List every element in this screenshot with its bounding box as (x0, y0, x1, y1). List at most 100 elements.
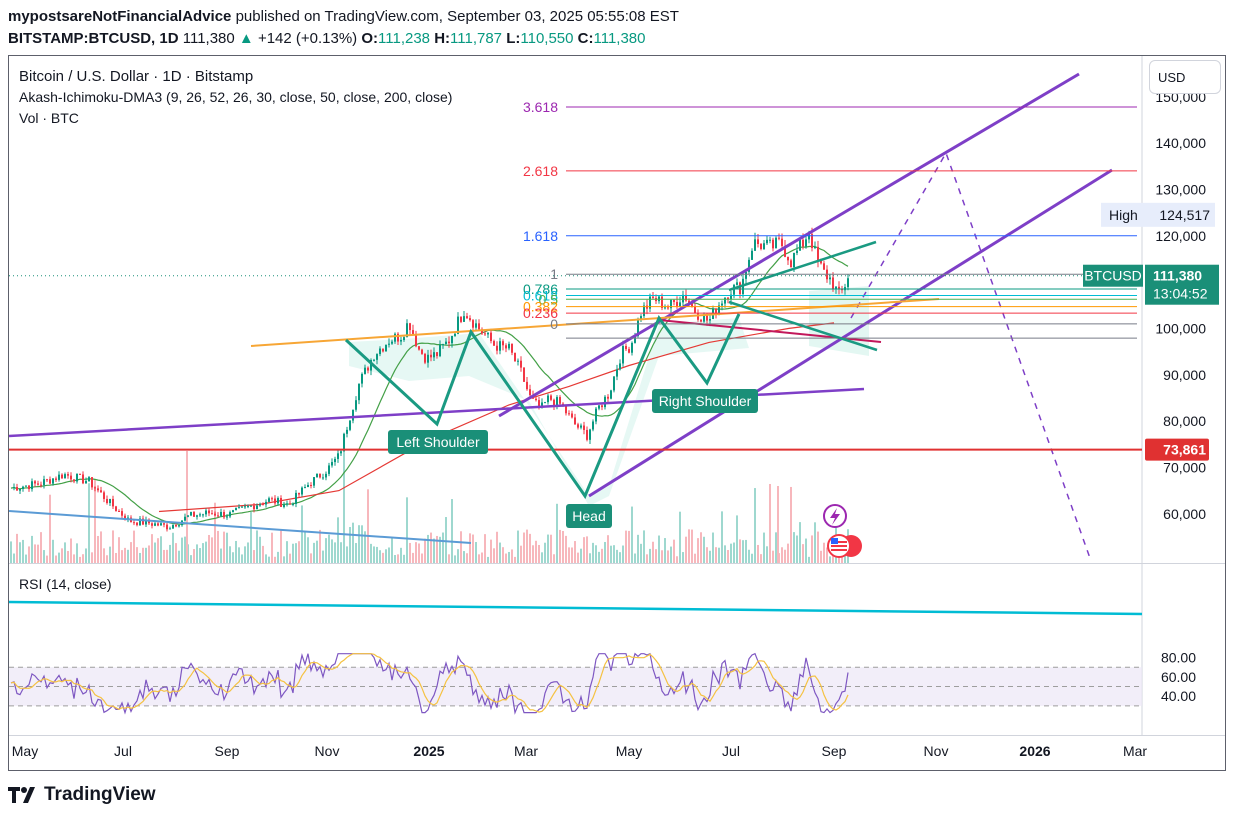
indicator-legend[interactable]: Akash-Ichimoku-DMA3 (9, 26, 52, 26, 30, … (19, 89, 453, 105)
volume-bar (757, 544, 759, 563)
volume-bar (196, 544, 198, 563)
volume-bar (535, 540, 537, 563)
volume-bar (727, 550, 729, 563)
candle-body (244, 506, 246, 508)
volume-bar (253, 550, 255, 563)
volume-bar (211, 537, 213, 563)
volume-bar (460, 531, 462, 563)
volume-bar (322, 550, 324, 563)
volume-bar (349, 527, 351, 563)
price-tick-label: 70,000 (1163, 459, 1206, 475)
volume-bar (400, 547, 402, 563)
candle-body (508, 343, 510, 349)
candle-body (133, 522, 135, 524)
candle-body (307, 485, 309, 488)
candle-body (817, 246, 819, 262)
candle-body (481, 329, 483, 334)
right-shoulder-label-text: Right Shoulder (659, 393, 752, 409)
chart-frame[interactable]: 60,000 70,000 80,000 90,000 100,000 120,000 13… (8, 55, 1226, 771)
candle-body (259, 504, 261, 506)
candle-body (361, 373, 363, 384)
candle-body (226, 516, 228, 518)
rsi-trend-line (9, 600, 1143, 616)
candle-body (682, 294, 684, 303)
candle-body (544, 402, 546, 404)
candle-body (805, 239, 807, 247)
volume-bar (136, 547, 138, 563)
candle-body (541, 402, 543, 408)
candle-body (160, 523, 162, 526)
candle-body (175, 525, 177, 527)
currency-button[interactable]: USD (1149, 60, 1221, 94)
volume-bar (568, 547, 570, 563)
candle-body (622, 346, 624, 364)
brand-name[interactable]: TradingView (44, 784, 156, 805)
price-tick-label: 80,000 (1163, 413, 1206, 429)
candle-body (523, 367, 525, 382)
rsi-line (10, 652, 849, 715)
chart-canvas[interactable]: 60,00070,00080,00090,000100,000120,00013… (9, 56, 1225, 770)
fib-level-label: 0.618 (523, 288, 558, 304)
candle-body (724, 297, 726, 304)
candle-body (487, 332, 489, 335)
candle-body (121, 511, 123, 516)
volume-bar (439, 536, 441, 563)
candle-body (763, 243, 765, 250)
volume-bar (70, 538, 72, 563)
candle-body (199, 514, 201, 516)
volume-bar (562, 530, 564, 563)
candle-body (295, 492, 297, 504)
candle-body (289, 503, 291, 505)
candle-body (85, 481, 87, 484)
volume-bar (331, 539, 333, 563)
candle-body (820, 261, 822, 264)
fib-level-label: 0.382 (523, 299, 558, 315)
volume-bar (262, 545, 264, 563)
volume-bar (532, 545, 534, 563)
candle-body (217, 515, 219, 517)
candle-body (706, 314, 708, 321)
volume-bar (751, 553, 753, 563)
volume-bar (25, 554, 27, 563)
volume-bar (295, 543, 297, 563)
volume-bar (457, 549, 459, 563)
volume-bar (169, 544, 171, 563)
candle-body (262, 504, 264, 506)
volume-bar (670, 546, 672, 563)
volume-bar (781, 547, 783, 563)
candle-body (529, 389, 531, 396)
support-badge (1145, 438, 1209, 461)
candle-body (673, 299, 675, 302)
volume-bar (739, 539, 741, 563)
published-text: published on TradingView.com, September … (235, 8, 679, 25)
candle-body (277, 498, 279, 504)
volume-bar (793, 532, 795, 563)
high-label: H: (434, 30, 451, 47)
volume-bar (511, 549, 513, 563)
candle-body (433, 352, 435, 358)
volume-bar (565, 535, 567, 563)
candle-body (535, 398, 537, 401)
volume-bar (391, 537, 393, 563)
volume-bar (301, 505, 303, 563)
rsi-legend[interactable]: RSI (14, close) (19, 576, 112, 592)
volume-bar (370, 543, 372, 563)
candle-body (616, 369, 618, 377)
candle-body (463, 316, 465, 322)
volume-bar (715, 547, 717, 563)
candle-body (670, 299, 672, 309)
volume-bar (832, 555, 834, 563)
candle-body (220, 511, 222, 516)
candle-body (694, 306, 696, 314)
volume-legend[interactable]: Vol · BTC (19, 110, 79, 126)
volume-bar (607, 535, 609, 563)
head-shoulders-pattern (344, 313, 741, 500)
author-name[interactable]: mypostsareNotFinancialAdvice (8, 8, 232, 25)
volume-bar (760, 554, 762, 563)
volume-bar (67, 550, 69, 563)
volume-bar (79, 556, 81, 563)
candle-body (733, 284, 735, 295)
volume-bar (772, 550, 774, 563)
volume-bar (790, 486, 792, 563)
candle-body (331, 462, 333, 466)
